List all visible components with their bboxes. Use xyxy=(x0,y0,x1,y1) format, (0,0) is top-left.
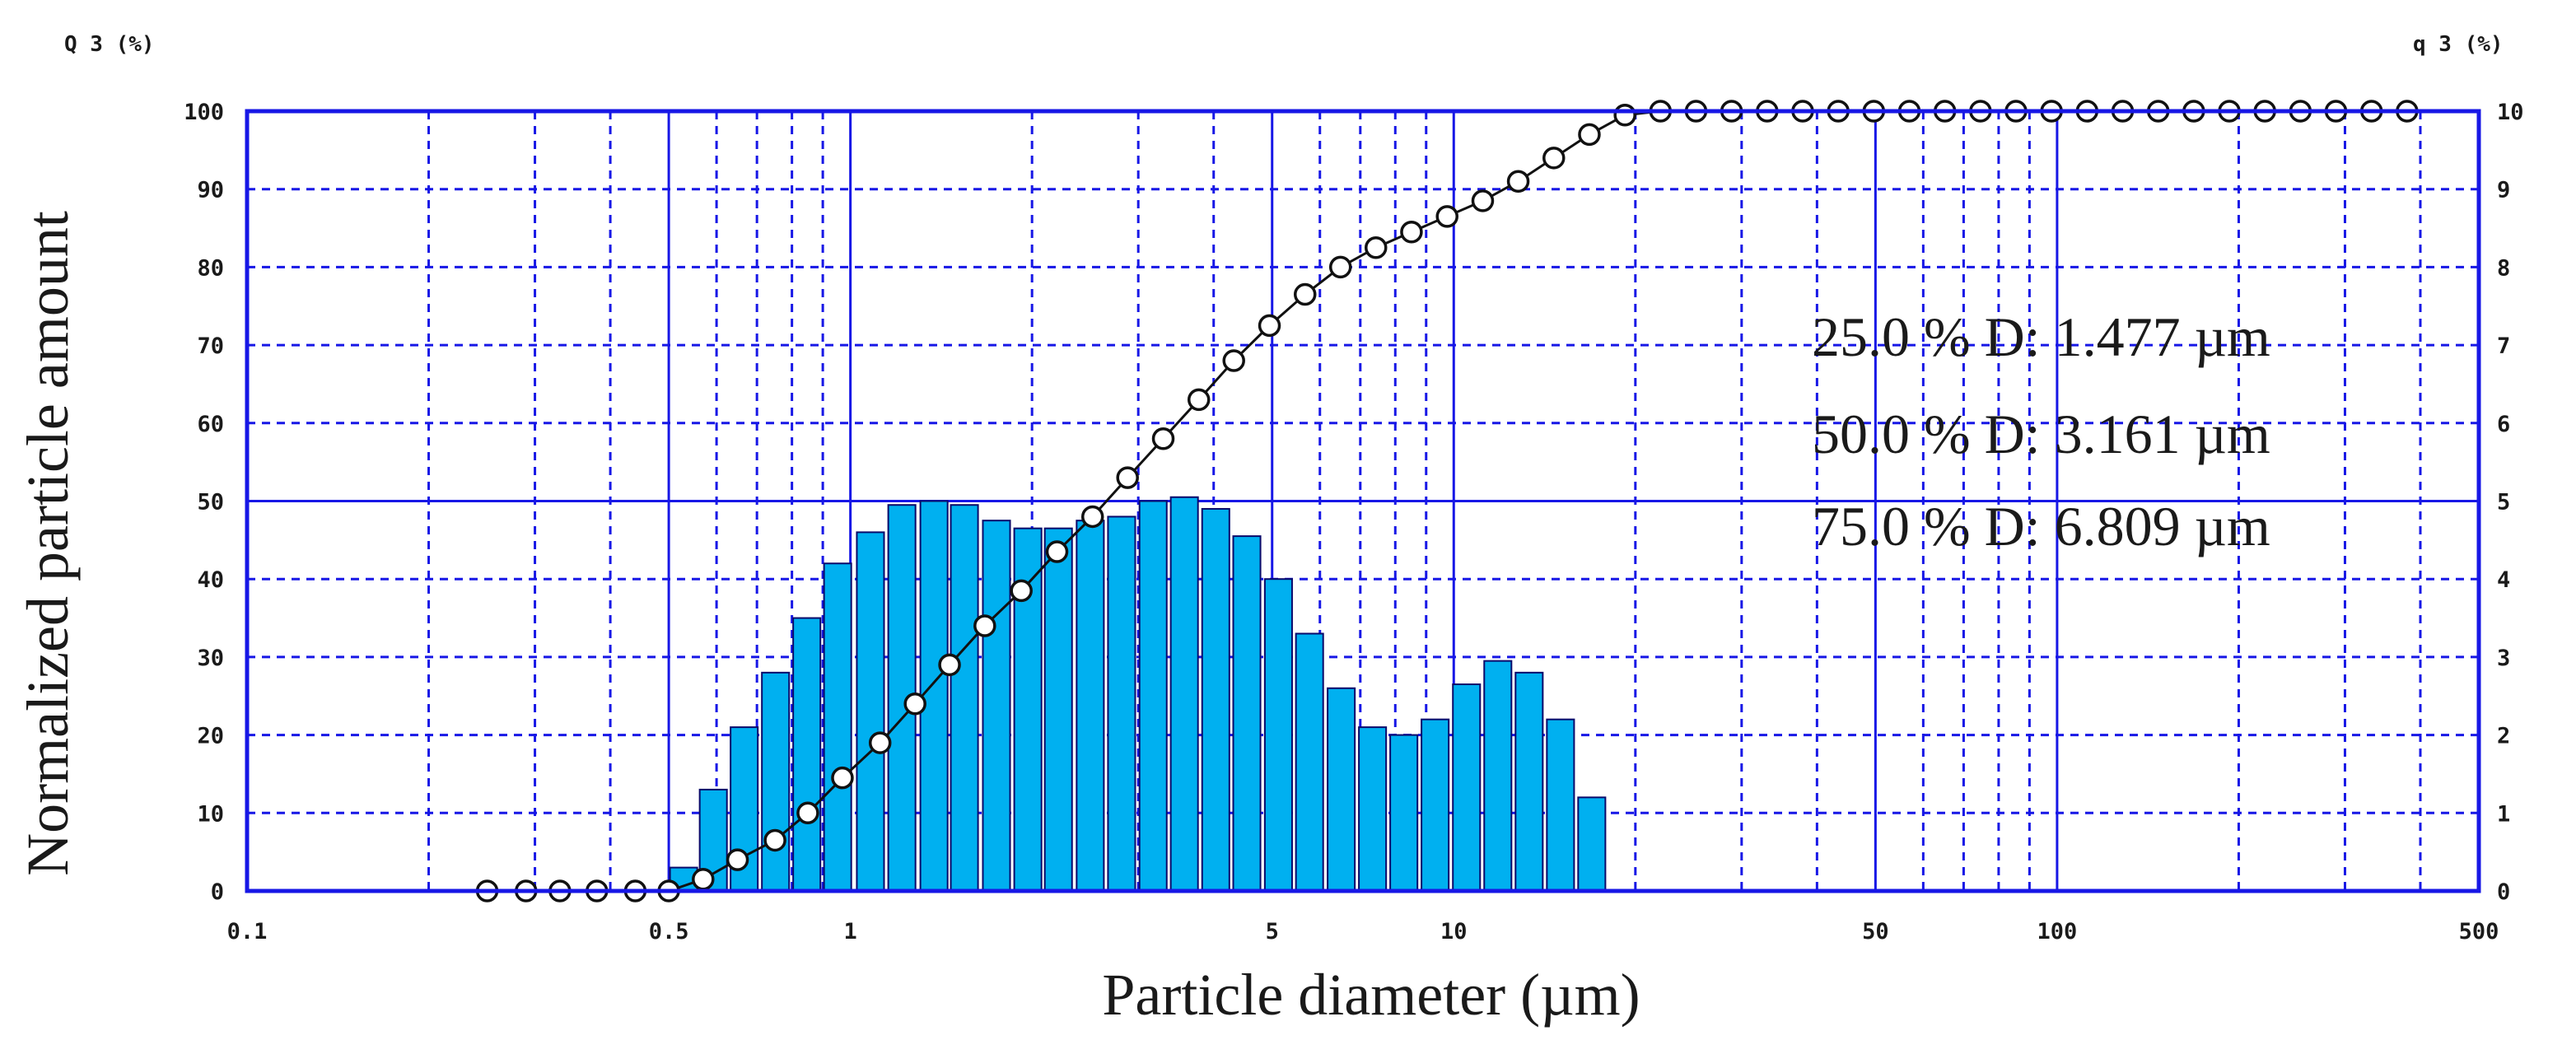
x-tick-label: 100 xyxy=(2037,919,2078,944)
y-right-tick-label: 5 xyxy=(2497,490,2510,515)
y-right-tick-label: 8 xyxy=(2497,255,2510,281)
histogram-bar xyxy=(1514,671,1544,893)
cumulative-point xyxy=(1045,540,1069,563)
cumulative-point xyxy=(938,653,961,677)
x-axis-title: Particle diameter (µm) xyxy=(1102,962,1640,1028)
tick-labels: 0 10 20 30 40 50 60 70 80 90 100 0 1 2 3 4 5 6 7 8 9 10 0.1 0.5… xyxy=(184,100,2523,944)
y-right-tick-label: 3 xyxy=(2497,646,2510,671)
histogram-bar xyxy=(1232,535,1262,892)
annotation-d50: 50.0 % D: 3.161 µm xyxy=(1812,403,2270,465)
cumulative-point xyxy=(1578,123,1601,147)
y-left-tick-label: 90 xyxy=(197,178,224,203)
cumulative-point xyxy=(903,692,926,716)
histogram-bar xyxy=(1138,500,1168,892)
y-left-tick-label: 30 xyxy=(197,646,224,671)
x-tick-label: 500 xyxy=(2459,919,2499,944)
histogram-bar xyxy=(1295,632,1324,892)
cumulative-point xyxy=(1293,282,1317,306)
y-left-tick-label: 0 xyxy=(211,879,224,905)
y-right-tick-label: 1 xyxy=(2497,801,2510,827)
y-left-tick-label: 80 xyxy=(197,255,224,281)
x-tick-label: 50 xyxy=(1862,919,1889,944)
cumulative-point xyxy=(1435,205,1458,228)
histogram-bar xyxy=(1483,660,1513,892)
histogram-bar xyxy=(950,504,979,892)
y-right-tick-label: 10 xyxy=(2497,100,2524,125)
cumulative-point xyxy=(1506,170,1530,193)
cumulative-point xyxy=(831,766,854,790)
plot-frame xyxy=(245,109,2481,893)
histogram-bar xyxy=(919,500,949,892)
x-tick-label: 1 xyxy=(844,919,857,944)
histogram-bar xyxy=(1043,527,1073,893)
cumulative-point xyxy=(1187,388,1211,412)
y-axis-title: Normalized particle amount xyxy=(15,211,81,876)
y-left-corner-label: Q 3 (%) xyxy=(64,32,155,57)
y-left-tick-label: 70 xyxy=(197,333,224,359)
x-tick-label: 0.5 xyxy=(649,919,689,944)
y-left-tick-label: 50 xyxy=(197,490,224,515)
histogram-bar xyxy=(1546,718,1575,892)
y-left-tick-label: 10 xyxy=(197,801,224,827)
x-tick-label: 5 xyxy=(1266,919,1279,944)
y-left-tick-label: 40 xyxy=(197,567,224,593)
histogram-bar xyxy=(1452,683,1482,892)
histogram-bar xyxy=(1389,734,1419,892)
cumulative-point xyxy=(1542,147,1566,170)
cumulative-point xyxy=(1471,189,1495,212)
plot-border xyxy=(245,109,2481,893)
cumulative-point xyxy=(1613,103,1636,127)
histogram-bar xyxy=(792,617,822,892)
histogram-bar xyxy=(1358,726,1388,892)
cumulative-point xyxy=(1365,236,1388,259)
bars-layer xyxy=(669,496,1607,893)
y-right-tick-label: 0 xyxy=(2497,879,2510,905)
histogram-bar xyxy=(856,531,885,892)
cumulative-point xyxy=(796,801,819,825)
annotation-d75: 75.0 % D: 6.809 µm xyxy=(1812,495,2270,557)
histogram-bar xyxy=(1327,687,1356,893)
cumulative-point xyxy=(1258,314,1281,338)
cumulative-point xyxy=(1151,427,1175,450)
cumulative-point xyxy=(1080,505,1104,529)
histogram-bar xyxy=(1263,578,1293,892)
histogram-bar xyxy=(1107,515,1136,892)
x-tick-label: 0.1 xyxy=(227,919,268,944)
y-left-tick-label: 20 xyxy=(197,724,224,749)
histogram-bar xyxy=(761,671,791,893)
cumulative-point xyxy=(692,868,715,891)
histogram-bar xyxy=(1076,520,1105,892)
y-right-tick-label: 2 xyxy=(2497,724,2510,749)
histogram-bar xyxy=(1421,718,1450,892)
cumulative-point xyxy=(1328,255,1352,279)
cumulative-point xyxy=(1116,466,1139,489)
cumulative-point xyxy=(1400,221,1423,244)
y-right-tick-label: 9 xyxy=(2497,178,2510,203)
histogram-bar xyxy=(1201,507,1230,892)
histogram-bar xyxy=(823,562,852,892)
cumulative-point xyxy=(1010,579,1033,603)
cumulative-point xyxy=(868,731,892,754)
cumulative-point xyxy=(763,828,786,852)
y-left-tick-label: 60 xyxy=(197,412,224,437)
x-tick-label: 10 xyxy=(1440,919,1468,944)
histogram-bar xyxy=(1169,496,1199,892)
cumulative-point xyxy=(726,848,749,871)
y-right-tick-label: 6 xyxy=(2497,412,2510,437)
y-left-tick-label: 100 xyxy=(184,100,224,125)
y-right-tick-label: 7 xyxy=(2497,333,2510,359)
cumulative-point xyxy=(1222,349,1245,372)
y-right-corner-label: q 3 (%) xyxy=(2413,32,2504,57)
y-right-tick-label: 4 xyxy=(2497,567,2510,593)
annotation-d25: 25.0 % D: 1.477 µm xyxy=(1812,305,2270,368)
histogram-bar xyxy=(1577,796,1607,892)
histogram-bar xyxy=(982,520,1011,892)
cumulative-point xyxy=(973,614,996,637)
